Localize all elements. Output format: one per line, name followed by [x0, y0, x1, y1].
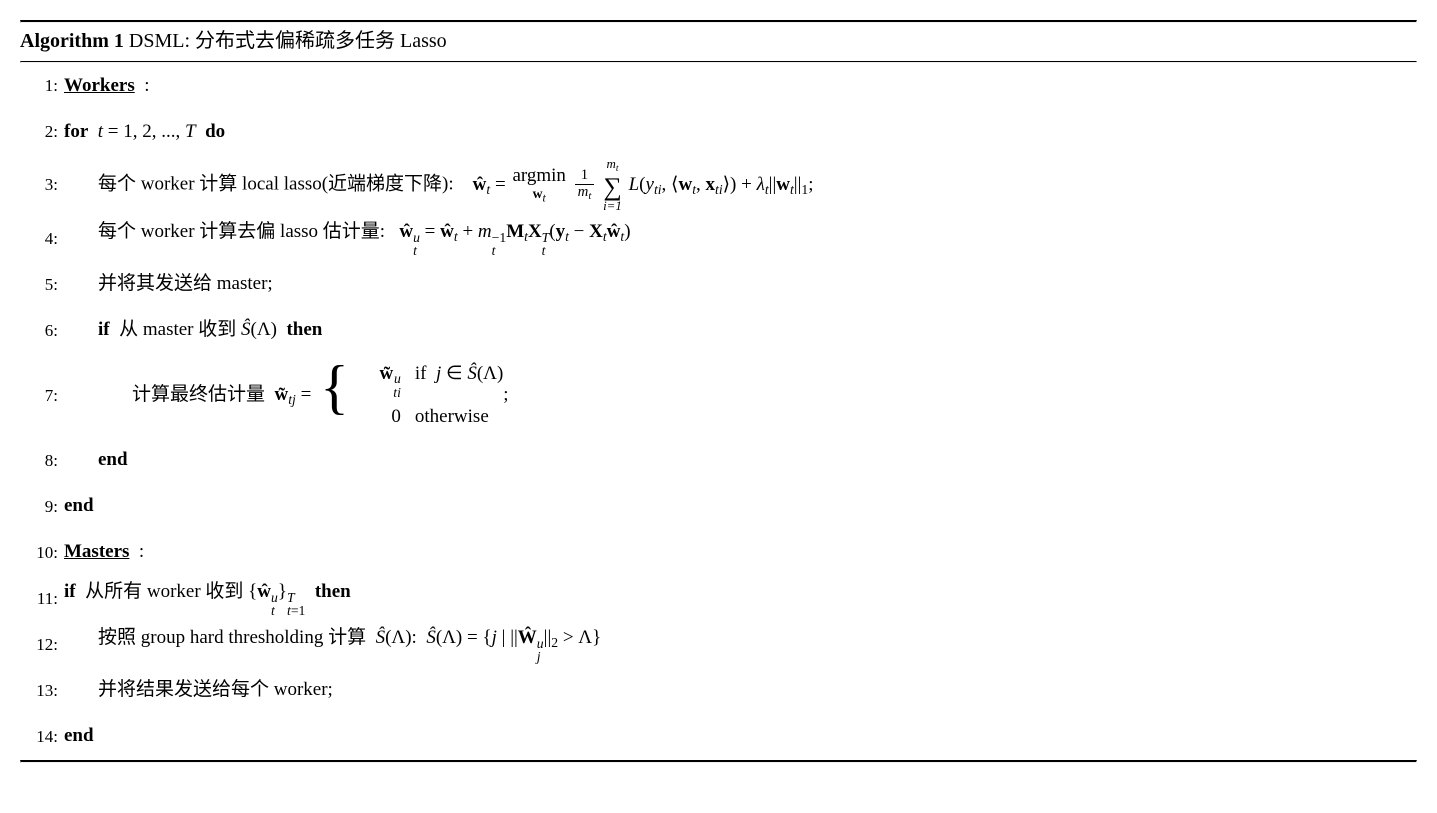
step4-formula: ŵut = ŵt + m−1tMtXTt(yt − Xtŵt) [399, 221, 630, 242]
algorithm-name: DSML: 分布式去偏稀疏多任务 Lasso [129, 30, 447, 52]
bottom-rule [20, 760, 1417, 763]
step-1: 1: Workers : [20, 63, 1417, 109]
step-7: 7: 计算最终估计量 w̃tj = { w̃uti if j ∈ Ŝ(Λ) 0 … [20, 354, 1417, 438]
algorithm-block: Algorithm 1 DSML: 分布式去偏稀疏多任务 Lasso 1: Wo… [20, 20, 1417, 763]
lineno: 4: [20, 227, 64, 251]
step-14: 14: end [20, 714, 1417, 760]
algorithm-label: Algorithm 1 [20, 30, 124, 52]
for-range: t = 1, 2, ..., T [93, 121, 196, 142]
step7-text: 计算最终估计量 [132, 384, 265, 405]
algorithm-title: Algorithm 1 DSML: 分布式去偏稀疏多任务 Lasso [20, 23, 1417, 61]
step12-formula: Ŝ(Λ): Ŝ(Λ) = {j | ||Ŵuj||2 > Λ} [371, 627, 601, 648]
kw-end: end [98, 449, 128, 470]
step5-text: 并将其发送给 master; [98, 273, 273, 294]
lineno: 2: [20, 120, 64, 144]
kw-for: for [64, 121, 88, 142]
step-9: 9: end [20, 484, 1417, 530]
step6-text: 从 master 收到 [114, 319, 236, 340]
lineno: 7: [20, 384, 64, 408]
step-2: 2: for t = 1, 2, ..., T do [20, 109, 1417, 155]
step-10: 10: Masters : [20, 530, 1417, 576]
kw-then: then [310, 581, 351, 602]
step-5: 5: 并将其发送给 master; [20, 262, 1417, 308]
step7-formula: w̃tj = { w̃uti if j ∈ Ŝ(Λ) 0 otherwise ; [270, 384, 509, 405]
section-masters: Masters [64, 541, 129, 562]
kw-if: if [98, 319, 110, 340]
step4-text: 每个 worker 计算去偏 lasso 估计量: [98, 221, 385, 242]
lineno: 3: [20, 173, 64, 197]
lineno: 5: [20, 273, 64, 297]
lineno: 13: [20, 679, 64, 703]
step11-formula: {ŵut}Tt=1 [248, 581, 305, 602]
step-11: 11: if 从所有 worker 收到 {ŵut}Tt=1 then [20, 576, 1417, 622]
step3-text: 每个 worker 计算 local lasso(近端梯度下降): [98, 174, 454, 195]
step12-text: 按照 group hard thresholding 计算 [98, 627, 366, 648]
step6-formula: Ŝ(Λ) [241, 319, 277, 340]
lineno: 6: [20, 319, 64, 343]
kw-then: then [282, 319, 323, 340]
kw-end: end [64, 725, 94, 746]
lineno: 12: [20, 633, 64, 657]
kw-do: do [200, 121, 225, 142]
step11-text: 从所有 worker 收到 [80, 581, 243, 602]
step-4: 4: 每个 worker 计算去偏 lasso 估计量: ŵut = ŵt + … [20, 216, 1417, 262]
step-12: 12: 按照 group hard thresholding 计算 Ŝ(Λ): … [20, 622, 1417, 668]
step-13: 13: 并将结果发送给每个 worker; [20, 668, 1417, 714]
lineno: 9: [20, 495, 64, 519]
lineno: 8: [20, 449, 64, 473]
step-6: 6: if 从 master 收到 Ŝ(Λ) then [20, 308, 1417, 354]
kw-if: if [64, 581, 76, 602]
step3-formula: ŵt = argminwt 1mt mt∑i=1 L(yti, ⟨wt, xti… [473, 174, 814, 195]
section-workers: Workers [64, 75, 135, 96]
lineno: 11: [20, 587, 64, 611]
step-8: 8: end [20, 438, 1417, 484]
lineno: 1: [20, 74, 64, 98]
lineno: 10: [20, 541, 64, 565]
step13-text: 并将结果发送给每个 worker; [98, 679, 333, 700]
lineno: 14: [20, 725, 64, 749]
step-3: 3: 每个 worker 计算 local lasso(近端梯度下降): ŵt … [20, 155, 1417, 216]
kw-end: end [64, 495, 94, 516]
